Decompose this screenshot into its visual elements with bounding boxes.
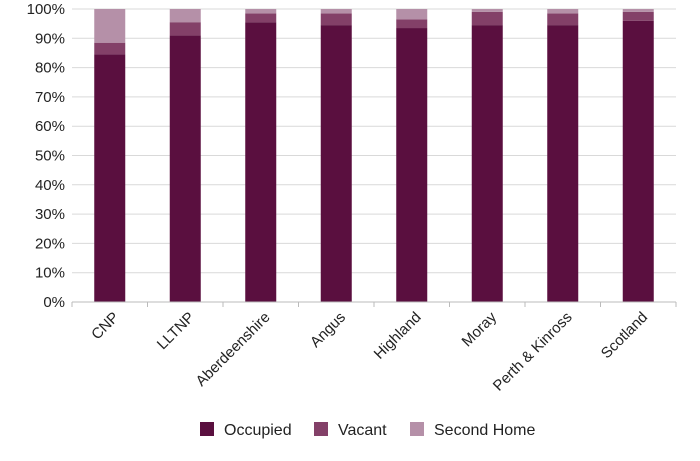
bar-second-home-5	[471, 9, 503, 12]
y-tick-label: 90%	[35, 30, 65, 47]
x-tick-label: Angus	[307, 309, 349, 351]
legend-label: Second Home	[434, 422, 535, 439]
legend-swatch	[200, 422, 214, 436]
bar-occupied-2	[245, 22, 277, 303]
y-tick-label: 40%	[35, 177, 65, 194]
bar-occupied-1	[169, 35, 201, 303]
bar-second-home-0	[94, 9, 126, 43]
y-tick-label: 60%	[35, 118, 65, 135]
x-tick-label: Perth & Kinross	[490, 309, 576, 395]
gridlines	[72, 8, 676, 274]
bar-second-home-7	[622, 9, 654, 12]
bar-occupied-4	[396, 28, 428, 302]
y-tick-label: 80%	[35, 60, 65, 77]
bar-occupied-7	[622, 20, 654, 302]
y-axis-ticks: 0% 10% 20% 30% 40% 50% 60% 70% 80% 90% 100%	[27, 1, 65, 311]
y-tick-label: 20%	[35, 235, 65, 252]
bar-vacant-0	[94, 42, 126, 55]
x-tick-label: CNP	[88, 309, 122, 343]
legend-label: Occupied	[224, 422, 292, 439]
bar-second-home-4	[396, 9, 428, 20]
x-tick-label: Moray	[459, 308, 501, 350]
bar-vacant-7	[622, 11, 654, 21]
bar-occupied-0	[94, 54, 126, 302]
bar-vacant-4	[396, 19, 428, 29]
x-tick-label: Highland	[371, 309, 425, 363]
y-tick-label: 70%	[35, 89, 65, 106]
bar-occupied-6	[547, 25, 579, 303]
bar-vacant-6	[547, 13, 579, 26]
y-tick-label: 0%	[43, 294, 65, 311]
legend-label: Vacant	[338, 422, 387, 439]
legend-swatch	[314, 422, 328, 436]
legend-swatch	[410, 422, 424, 436]
x-tick-label: LLTNP	[154, 309, 198, 353]
x-tick-label: Scotland	[598, 309, 651, 362]
bar-vacant-1	[169, 22, 201, 36]
x-tick-label: Aberdeenshire	[193, 309, 274, 390]
y-tick-label: 50%	[35, 148, 65, 165]
y-tick-label: 100%	[27, 1, 65, 18]
bar-second-home-1	[169, 9, 201, 23]
bar-occupied-3	[320, 25, 352, 303]
bar-second-home-6	[547, 9, 579, 14]
y-tick-label: 30%	[35, 206, 65, 223]
bar-vacant-2	[245, 13, 277, 23]
legend: Occupied Vacant Second Home	[200, 422, 535, 439]
y-tick-label: 10%	[35, 265, 65, 282]
bar-occupied-5	[471, 25, 503, 303]
bar-second-home-3	[320, 9, 352, 14]
bar-vacant-3	[320, 13, 352, 26]
bar-vacant-5	[471, 11, 503, 26]
bar-second-home-2	[245, 9, 277, 14]
bars	[94, 9, 654, 303]
